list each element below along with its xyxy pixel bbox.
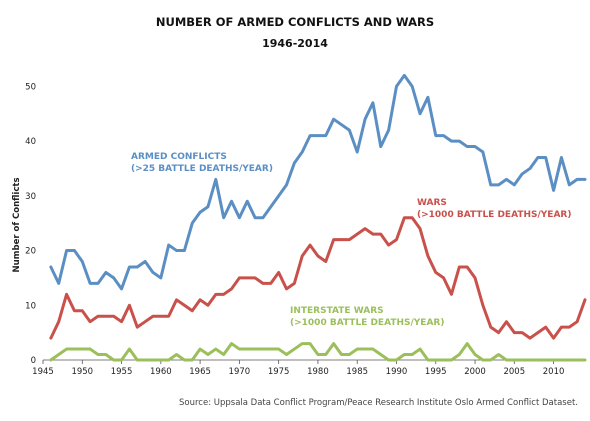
series-line-wars — [49, 216, 587, 340]
x-tick-label: 1980 — [307, 367, 329, 377]
plot-area — [49, 73, 587, 362]
x-tick-label: 2005 — [503, 367, 525, 377]
series-label-wars: WARS — [417, 198, 447, 208]
series-label-interstate: INTERSTATE WARS — [290, 306, 384, 316]
y-tick-label: 0 — [31, 356, 36, 366]
x-tick-label: 2010 — [543, 367, 565, 377]
x-tick-label: 1945 — [32, 367, 54, 377]
x-tick-label: 1960 — [150, 367, 172, 377]
series-line-armed — [49, 73, 587, 291]
x-tick-label: 1970 — [229, 367, 251, 377]
series-line-interstate — [49, 342, 587, 362]
y-tick-label: 50 — [25, 82, 36, 92]
series-label-armed: (>25 BATTLE DEATHS/YEAR) — [131, 164, 273, 174]
y-tick-label: 10 — [25, 301, 36, 311]
series-label-wars: (>1000 BATTLE DEATHS/YEAR) — [417, 210, 571, 220]
y-axis-label: Number of Conflicts — [12, 177, 22, 272]
x-tick-label: 2000 — [464, 367, 486, 377]
y-tick-label: 40 — [25, 137, 36, 147]
y-axis: 0 10 20 30 40 50 — [25, 82, 36, 366]
y-tick-label: 20 — [25, 247, 36, 257]
chart-title: NUMBER OF ARMED CONFLICTS AND WARS — [156, 15, 434, 29]
chart-subtitle: 1946-2014 — [262, 37, 328, 50]
x-axis: 1945 1950 1955 1960 1965 1970 1975 1980 1985 1990… — [32, 360, 564, 377]
y-tick-label: 30 — [25, 192, 36, 202]
source-note: Source: Uppsala Data Conflict Program/Pe… — [179, 398, 578, 408]
series-label-interstate: (>1000 BATTLE DEATHS/YEAR) — [290, 318, 444, 328]
x-tick-label: 1995 — [425, 367, 447, 377]
x-tick-label: 1990 — [386, 367, 408, 377]
series-labels: ARMED CONFLICTS (>25 BATTLE DEATHS/YEAR) W… — [131, 152, 571, 328]
x-tick-label: 1950 — [71, 367, 93, 377]
x-tick-label: 1975 — [268, 367, 290, 377]
x-tick-label: 1965 — [189, 367, 211, 377]
x-tick-label: 1985 — [346, 367, 368, 377]
x-tick-label: 1955 — [111, 367, 133, 377]
series-label-armed: ARMED CONFLICTS — [131, 152, 227, 162]
